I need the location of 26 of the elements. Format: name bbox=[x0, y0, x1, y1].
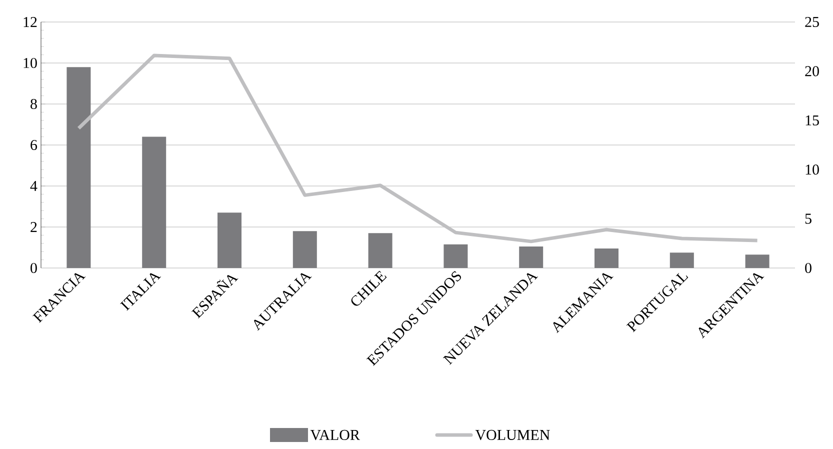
y2-tick-label: 15 bbox=[806, 115, 819, 126]
bar bbox=[594, 248, 619, 268]
bar bbox=[745, 254, 770, 268]
legend-label: VALOR bbox=[310, 430, 360, 440]
y-tick-label: 4 bbox=[30, 181, 38, 191]
bar bbox=[368, 233, 392, 268]
y-tick-label: 8 bbox=[30, 98, 37, 110]
y-tick-label: 10 bbox=[24, 58, 37, 68]
y2-tick-label: 20 bbox=[805, 66, 819, 76]
bar bbox=[519, 246, 544, 268]
y-tick-label: 12 bbox=[24, 17, 37, 27]
y2-tick-label: 5 bbox=[805, 214, 812, 224]
y2-tick-label: 25 bbox=[805, 16, 819, 28]
bar bbox=[218, 212, 242, 268]
bar bbox=[444, 244, 468, 268]
bar bbox=[670, 252, 694, 268]
legend-label: VOLUMEN bbox=[475, 430, 550, 440]
y-tick-label: 6 bbox=[30, 140, 38, 150]
y2-tick-label: 10 bbox=[806, 164, 819, 175]
bar bbox=[142, 136, 166, 268]
line-series bbox=[76, 54, 760, 244]
y2-tick-label: 0 bbox=[805, 262, 812, 274]
y-tick-label: 2 bbox=[30, 222, 37, 232]
bar bbox=[292, 231, 317, 268]
bar bbox=[66, 67, 91, 268]
y-tick-label: 0 bbox=[30, 262, 37, 274]
